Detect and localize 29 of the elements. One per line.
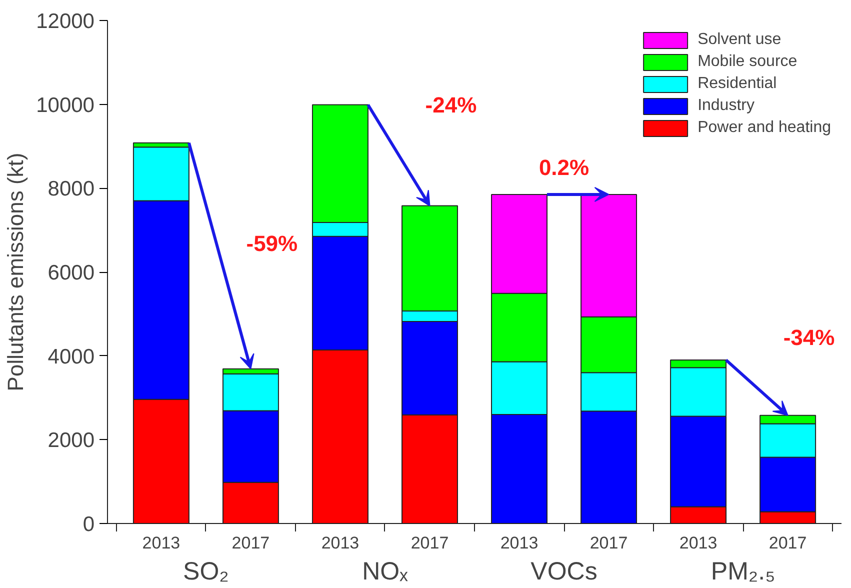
annotation: -34% — [783, 324, 835, 350]
x-tick-label: 2017 — [232, 534, 270, 552]
text: VOCs — [530, 558, 598, 586]
x-tick-label: 2017 — [768, 534, 807, 552]
text: NOₓ — [362, 558, 409, 586]
legend-label: Solvent use — [698, 30, 782, 50]
y-tick-label: 6000 — [48, 262, 94, 284]
legend-label: Residential — [698, 74, 777, 94]
x-tick-label: 2017 — [590, 534, 628, 552]
y-tick-label: 8000 — [48, 178, 94, 201]
annotation: -59% — [246, 230, 298, 256]
x-tick-label: 2013 — [500, 534, 538, 552]
y-tick-label: 4000 — [48, 345, 94, 368]
y-tick-label: 2000 — [48, 429, 94, 452]
legend-label: Mobile source — [698, 52, 798, 72]
x-tick-label: 2017 — [410, 534, 449, 552]
y-axis-title: Pollutants emissions (kt) — [3, 152, 28, 392]
annotation: -24% — [425, 92, 477, 118]
text: SO₂ — [183, 558, 229, 586]
x-tick-label: 2013 — [679, 534, 718, 552]
x-tick-label: 2013 — [142, 534, 180, 552]
legend-label: Power and heating — [698, 118, 831, 138]
y-tick-label: 10000 — [36, 94, 95, 117]
annotation: 0.2% — [538, 154, 590, 180]
y-tick-label: 12000 — [36, 10, 95, 33]
y-tick-label: 0 — [82, 513, 95, 536]
legend-label: Industry — [698, 96, 754, 116]
text: PM₂.₅ — [710, 558, 776, 586]
x-tick-label: 2013 — [321, 534, 360, 552]
